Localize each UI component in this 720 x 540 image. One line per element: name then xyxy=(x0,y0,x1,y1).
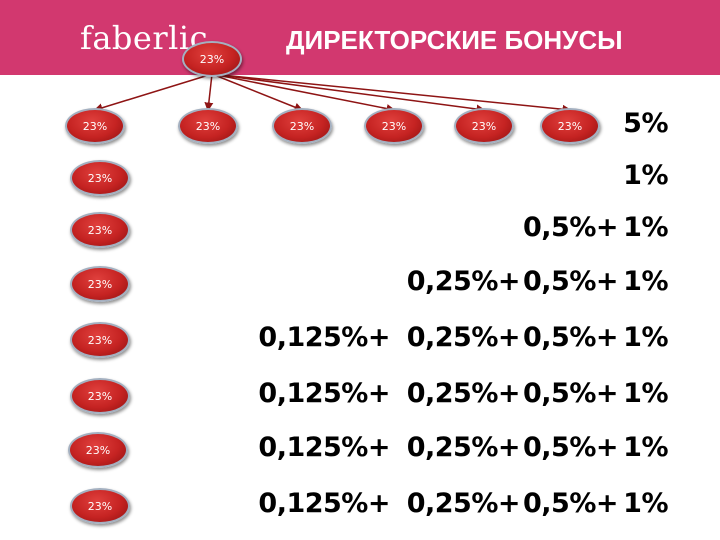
bonus-percent-cell: 0,5%+ xyxy=(522,266,619,297)
left-column-node-oval: 23% xyxy=(70,160,130,196)
bonus-percent-cell: 1% xyxy=(623,488,668,519)
bonus-percent-cell: 0,125%+ xyxy=(258,488,390,519)
connector-arrow xyxy=(204,73,214,112)
bonus-percent-cell: 0,25%+ xyxy=(406,432,521,463)
bonus-percent-cell: 0,25%+ xyxy=(406,266,521,297)
bonus-percent-cell: 0,5%+ xyxy=(522,488,619,519)
bonus-percent-cell: 0,125%+ xyxy=(258,378,390,409)
bonus-percent-cell: 0,25%+ xyxy=(406,378,521,409)
bonus-percent-cell: 1% xyxy=(623,212,668,243)
bonus-percent-cell: 1% xyxy=(623,432,668,463)
first-row-node-oval: 23% xyxy=(272,108,332,144)
left-column-node-oval: 23% xyxy=(68,432,128,468)
first-row-node-oval: 23% xyxy=(364,108,424,144)
bonus-percent-cell: 0,25%+ xyxy=(406,322,521,353)
connector-arrow xyxy=(211,73,486,114)
bonus-percent-cell: 0,125%+ xyxy=(258,322,390,353)
header-banner: faberlic ДИРЕКТОРСКИЕ БОНУСЫ xyxy=(0,0,720,75)
bonus-percent-cell: 1% xyxy=(623,160,668,191)
bonus-percent-cell: 5% xyxy=(623,108,668,139)
bonus-percent-cell: 0,5%+ xyxy=(522,378,619,409)
left-column-node-oval: 23% xyxy=(70,322,130,358)
page-title: ДИРЕКТОРСКИЕ БОНУСЫ xyxy=(286,25,623,55)
first-row-node-oval: 23% xyxy=(454,108,514,144)
left-column-node-oval: 23% xyxy=(70,378,130,414)
left-column-node-oval: 23% xyxy=(70,488,130,524)
connector-arrow xyxy=(211,73,396,113)
bonus-percent-cell: 1% xyxy=(623,378,668,409)
bonus-percent-cell: 0,125%+ xyxy=(258,432,390,463)
bonus-percent-cell: 1% xyxy=(623,266,668,297)
first-row-node-oval: 23% xyxy=(65,108,125,144)
first-row-node-oval: 23% xyxy=(178,108,238,144)
top-node-oval: 23% xyxy=(182,41,242,77)
bonus-percent-cell: 0,5%+ xyxy=(522,212,619,243)
connector-arrow xyxy=(211,73,572,114)
bonus-percent-cell: 0,5%+ xyxy=(522,432,619,463)
connector-arrow xyxy=(211,73,304,112)
bonus-percent-cell: 1% xyxy=(623,322,668,353)
bonus-percent-cell: 0,25%+ xyxy=(406,488,521,519)
bonus-percent-cell: 0,5%+ xyxy=(522,322,619,353)
left-column-node-oval: 23% xyxy=(70,212,130,248)
first-row-node-oval: 23% xyxy=(540,108,600,144)
left-column-node-oval: 23% xyxy=(70,266,130,302)
connector-arrow xyxy=(93,73,213,113)
